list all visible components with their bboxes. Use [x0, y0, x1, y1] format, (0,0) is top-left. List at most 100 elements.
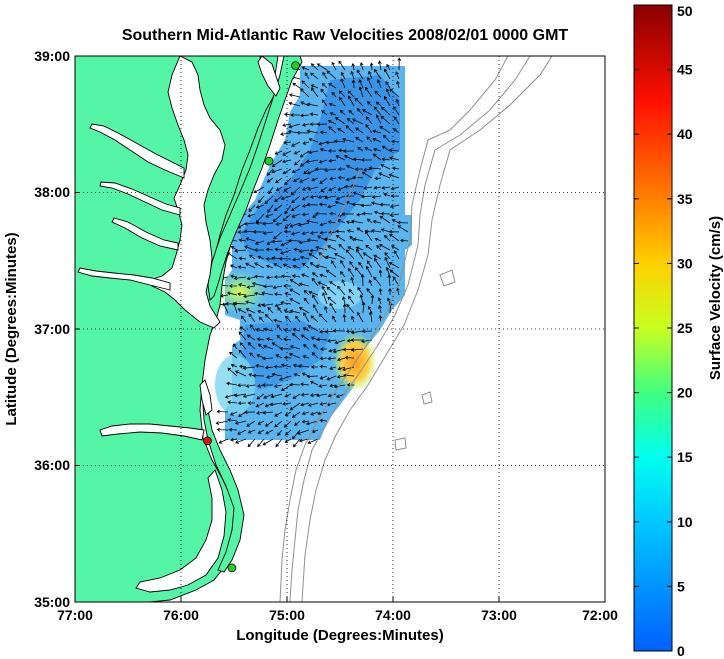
velocity-arrow: [373, 257, 382, 269]
velocity-arrow: [355, 127, 364, 134]
velocity-arrow: [249, 254, 256, 260]
velocity-arrow: [280, 195, 292, 201]
velocity-arrow: [304, 72, 310, 80]
velocity-arrow: [359, 294, 364, 305]
velocity-arrow: [289, 279, 301, 287]
velocity-arrow: [266, 375, 274, 379]
velocity-arrow: [378, 172, 391, 179]
velocity-arrow: [290, 186, 301, 196]
velocity-arrow: [322, 292, 328, 305]
velocity-arrow: [309, 194, 319, 199]
velocity-arrow: [303, 168, 310, 175]
velocity-arrow: [329, 302, 337, 314]
velocity-arrow: [264, 420, 274, 427]
velocity-arrow: [362, 252, 373, 260]
velocity-arrow: [230, 246, 238, 251]
velocity-arrow: [265, 429, 274, 435]
velocity-arrow: [255, 328, 265, 332]
velocity-arrow: [318, 252, 328, 260]
velocity-arrow: [237, 401, 247, 406]
velocity-arrow: [319, 418, 328, 423]
velocity-arrow: [273, 292, 283, 297]
velocity-arrow: [264, 365, 274, 370]
velocity-arrow: [351, 118, 364, 125]
velocity-arrow: [274, 420, 283, 428]
velocity-arrow: [373, 106, 382, 116]
velocity-arrow: [391, 139, 400, 144]
velocity-arrow: [345, 164, 355, 170]
velocity-arrow: [291, 213, 301, 218]
velocity-arrow: [258, 316, 265, 323]
velocity-arrow: [226, 381, 238, 386]
velocity-arrow: [310, 63, 319, 71]
velocity-arrow: [300, 392, 310, 397]
velocity-arrow: [395, 98, 400, 107]
velocity-arrow: [335, 229, 346, 234]
velocity-arrow: [298, 249, 310, 253]
velocity-arrow: [247, 401, 255, 405]
velocity-arrow: [262, 221, 274, 226]
velocity-arrow: [311, 352, 319, 359]
velocity-arrow: [358, 86, 364, 98]
velocity-arrow: [272, 213, 283, 223]
y-tick-label: 39:00: [34, 48, 70, 64]
velocity-arrow: [374, 237, 382, 242]
velocity-arrow: [384, 95, 391, 107]
velocity-arrow: [283, 284, 292, 288]
velocity-arrow: [262, 356, 274, 361]
velocity-arrow: [308, 150, 319, 155]
velocity-arrow: [374, 68, 382, 80]
velocity-arrow: [238, 349, 247, 359]
colorbar-ticks: 0 5 10 15 20 25 30 35 40 45 50: [634, 3, 693, 659]
velocity-arrow: [337, 167, 346, 171]
velocity-arrow: [397, 225, 409, 233]
velocity-arrow: [244, 245, 256, 251]
bathymetry-contours: [279, 56, 553, 602]
velocity-arrow: [364, 230, 373, 242]
velocity-arrow: [355, 246, 364, 251]
velocity-arrow: [261, 383, 274, 387]
velocity-arrow: [319, 329, 328, 334]
velocity-arrow: [289, 345, 301, 350]
y-tick-label: 37:00: [34, 321, 70, 337]
x-tick-label: 74:00: [375, 607, 411, 623]
velocity-arrow: [389, 156, 400, 161]
velocity-arrow: [237, 265, 247, 269]
velocity-arrow: [293, 247, 301, 252]
velocity-arrow: [265, 213, 274, 218]
velocity-arrow: [300, 382, 310, 387]
velocity-arrow: [365, 244, 373, 251]
velocity-arrow: [317, 195, 328, 199]
velocity-arrow: [274, 195, 283, 203]
velocity-arrow: [378, 288, 383, 296]
velocity-arrow: [261, 291, 274, 296]
velocity-arrow: [378, 314, 383, 323]
velocity-arrow: [310, 315, 319, 323]
velocity-arrow: [328, 348, 337, 353]
velocity-arrow: [345, 177, 355, 182]
velocity-arrow: [379, 215, 391, 224]
velocity-arrow: [332, 315, 337, 323]
velocity-arrow: [340, 71, 346, 80]
velocity-arrow: [365, 123, 373, 134]
velocity-arrow: [234, 248, 247, 253]
velocity-arrow: [380, 211, 391, 216]
velocity-arrow: [263, 284, 274, 289]
station-marker: [291, 61, 300, 70]
velocity-arrow: [318, 202, 328, 207]
velocity-arrow: [246, 285, 256, 289]
colorbar-tick-label: 0: [677, 643, 685, 659]
velocity-arrow: [377, 297, 382, 305]
velocity-region-core: [240, 75, 400, 270]
velocity-arrow: [356, 212, 364, 217]
velocity-arrow: [350, 338, 363, 342]
velocity-arrow: [261, 303, 274, 308]
velocity-arrow: [326, 70, 337, 80]
velocity-arrow: [268, 186, 274, 195]
velocity-arrow: [372, 137, 382, 143]
velocity-arrow: [290, 204, 301, 212]
velocity-arrow: [388, 173, 400, 179]
velocity-arrow: [357, 146, 364, 152]
contour-deep: [301, 56, 553, 602]
velocity-arrow: [324, 168, 337, 173]
